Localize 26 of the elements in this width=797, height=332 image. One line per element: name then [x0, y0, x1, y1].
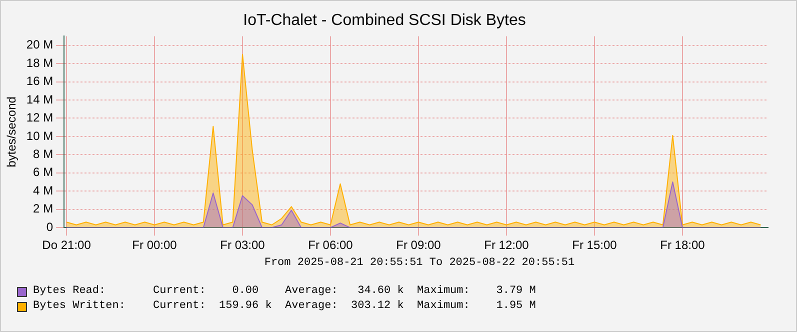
y-tick-label: 0: [46, 220, 54, 234]
x-tick-label: Fr 15:00: [572, 238, 618, 252]
chart-title: IoT-Chalet - Combined SCSI Disk Bytes: [243, 12, 526, 30]
x-tick-label: Fr 00:00: [132, 238, 178, 252]
x-tick-label: Fr 09:00: [396, 238, 442, 252]
y-tick-label: 6 M: [33, 165, 54, 180]
y-tick-label: 20 M: [26, 38, 54, 52]
legend-label: Bytes Read:: [33, 284, 107, 299]
x-tick-label: Fr 18:00: [660, 238, 706, 252]
y-tick-label: 10 M: [26, 128, 54, 143]
y-tick-label: 2 M: [33, 202, 54, 216]
y-axis-title: bytes/second: [4, 96, 19, 168]
y-tick-label: 8 M: [33, 147, 54, 161]
legend-label: Bytes Written:: [33, 299, 126, 314]
x-tick-label: Fr 03:00: [220, 238, 266, 252]
text: Current: 159.96 k Average: 303.12 k Maximum: 1.95 M: [153, 299, 536, 314]
x-tick-label: Do 21:00: [42, 238, 92, 252]
y-tick-label: 14 M: [26, 92, 54, 106]
y-tick-label: 16 M: [26, 74, 54, 88]
text: Current: 0.00 Average: 34.60 k Maximum: 3.79 M: [153, 284, 536, 299]
y-tick-label: 12 M: [26, 110, 54, 125]
x-tick-label: Fr 12:00: [484, 238, 530, 252]
y-tick-label: 4 M: [33, 183, 54, 198]
text: From 2025-08-21 20:55:51 To 2025-08-22 20:55:51: [263, 257, 576, 269]
x-tick-label: Fr 06:00: [308, 238, 354, 252]
y-tick-label: 18 M: [26, 56, 54, 70]
